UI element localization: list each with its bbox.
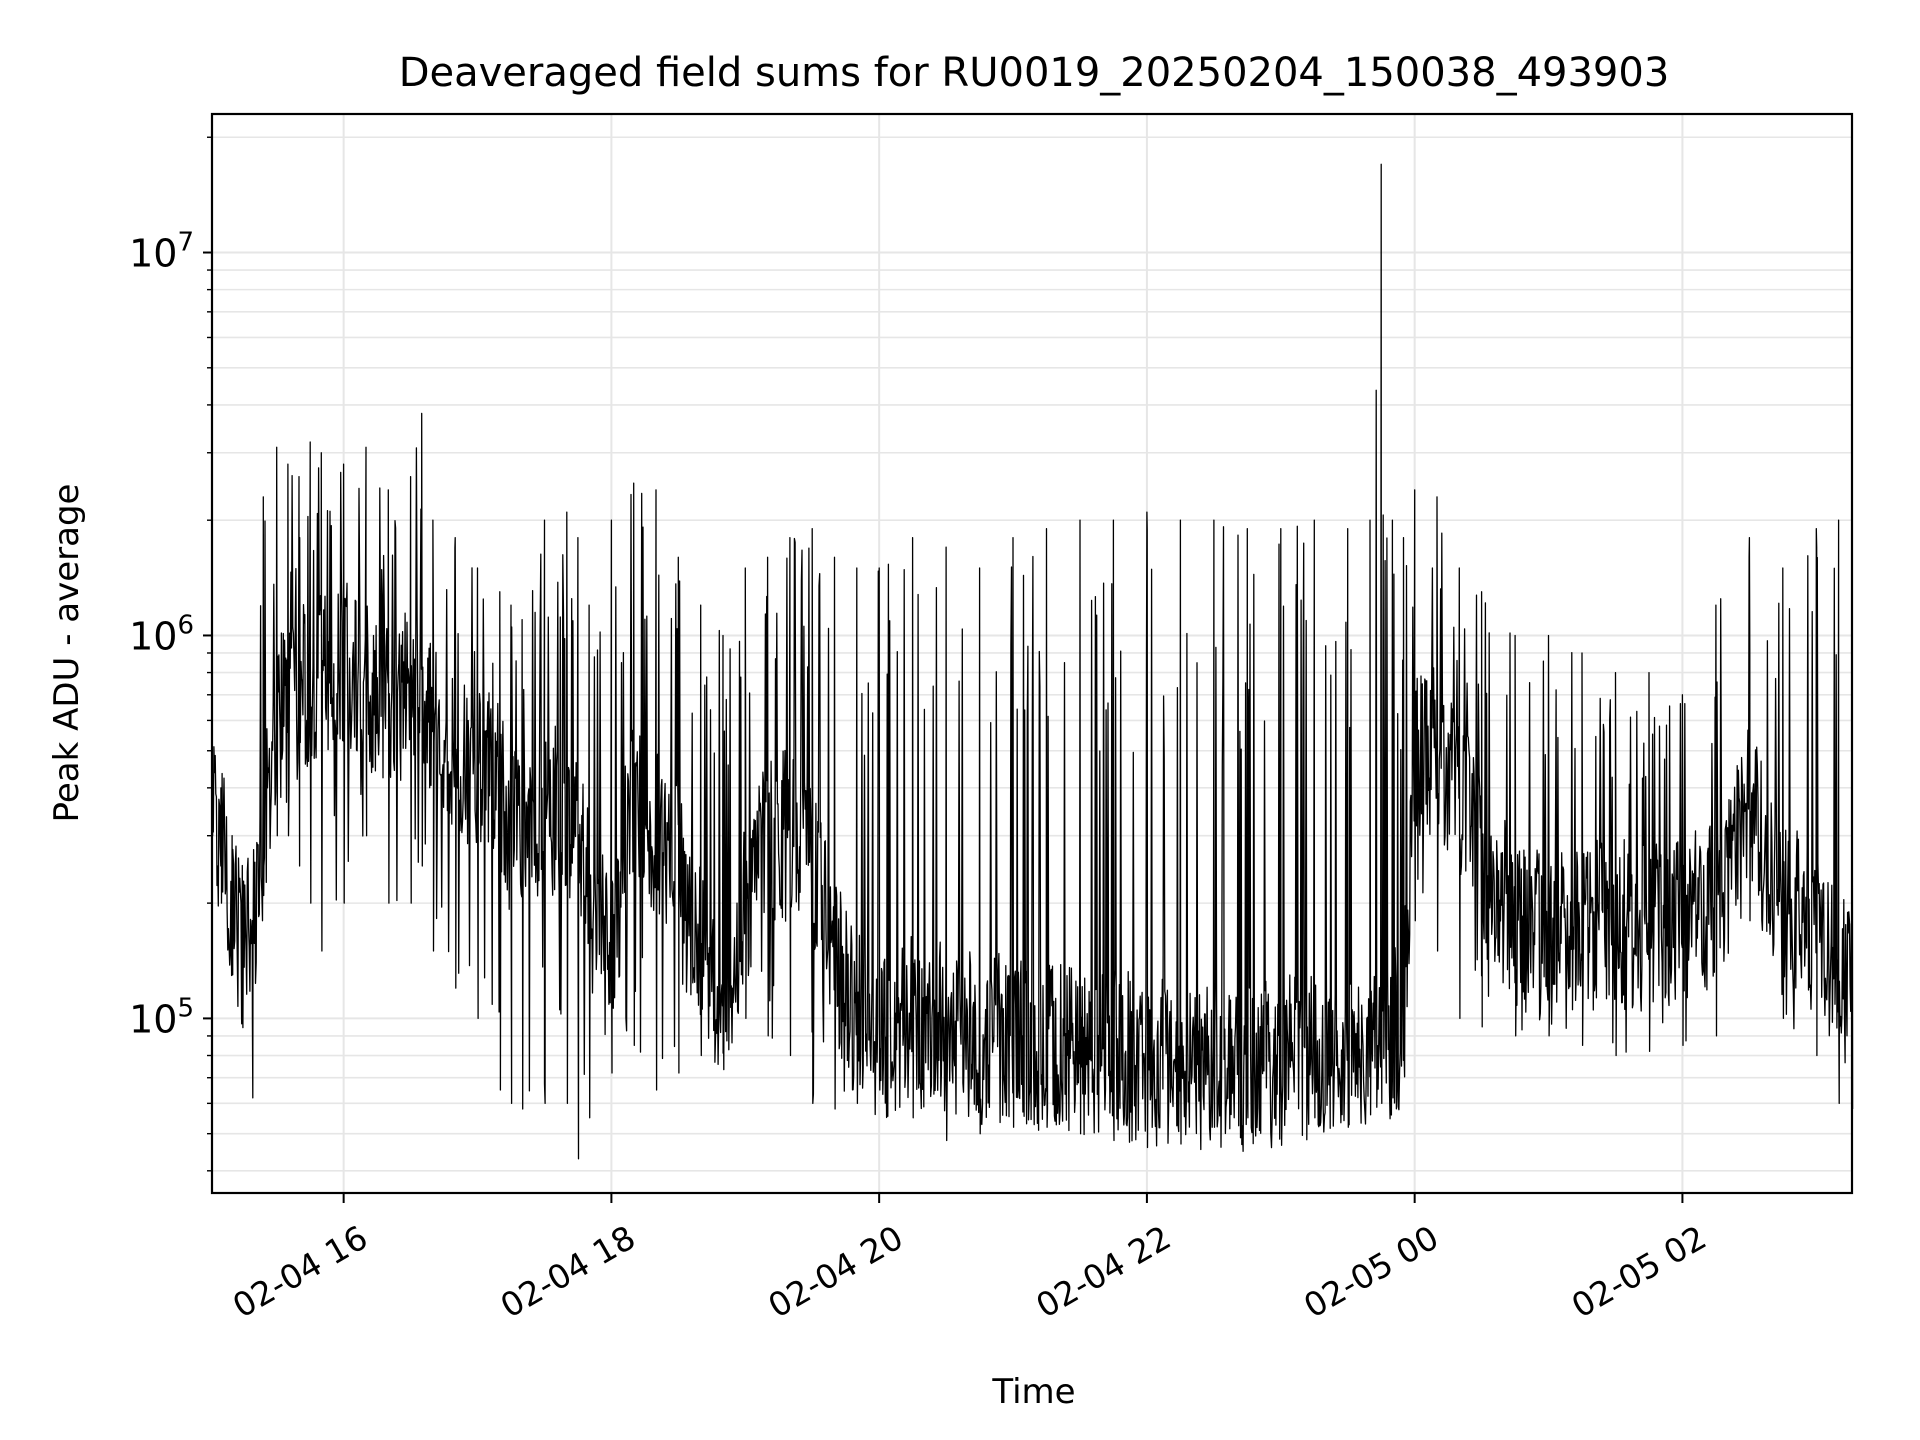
series-layer: [211, 163, 1854, 1160]
axes: [203, 112, 1854, 1203]
x-axis-label: Time: [991, 1372, 1075, 1412]
plot-frame: [210, 112, 1854, 1195]
y-ticks: 105 106 107: [129, 228, 194, 1042]
y-tick-label: 107: [129, 228, 194, 276]
series-line: [211, 163, 1854, 1160]
y-tick-label: 105: [129, 993, 194, 1041]
y-axis-label: Peak ADU - average: [47, 484, 87, 823]
chart-title: Deaveraged field sums for RU0019_2025020…: [399, 50, 1670, 96]
y-tick-label: 106: [129, 610, 194, 658]
